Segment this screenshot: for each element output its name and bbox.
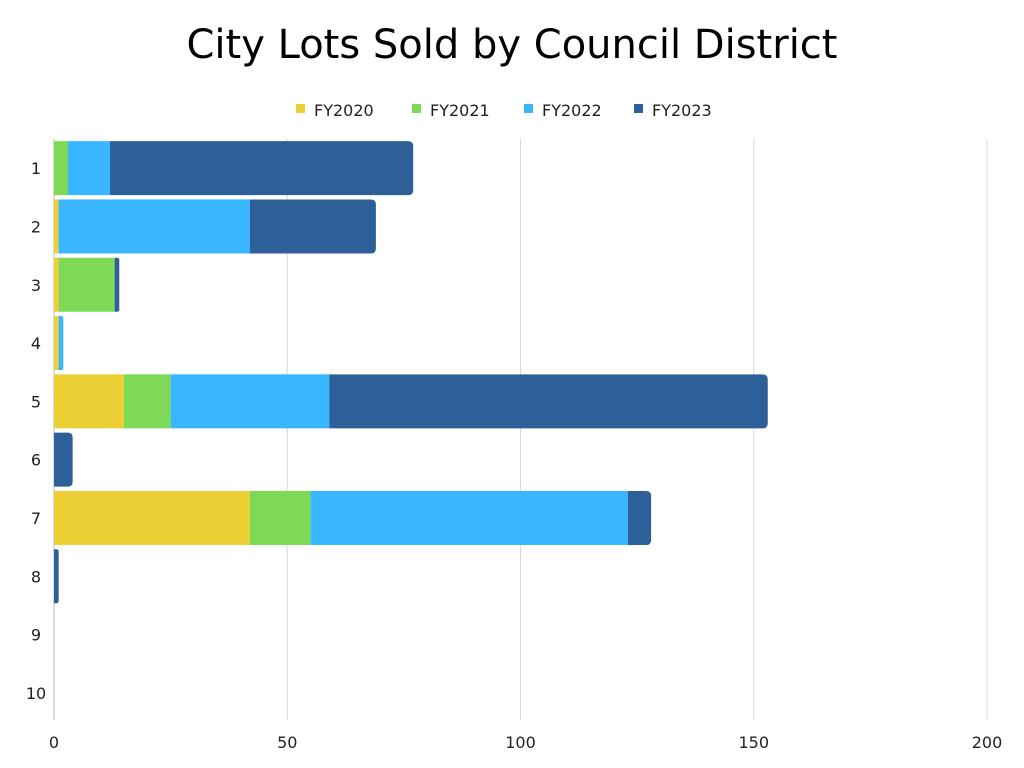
bar-segment-FY2020-district-3 [54, 257, 59, 312]
y-tick-label: 5 [31, 392, 41, 411]
bar-segment-FY2020-district-5 [54, 374, 124, 429]
x-tick-label: 200 [972, 733, 1003, 752]
legend-label-FY2021: FY2021 [430, 101, 490, 120]
y-tick-label: 10 [26, 684, 46, 703]
bar-segment-FY2023-district-8 [54, 549, 59, 604]
y-tick-label: 3 [31, 276, 41, 295]
bar-segment-FY2022-district-1 [67, 141, 110, 196]
bar-segment-FY2020-district-7 [54, 490, 250, 545]
legend-swatch-FY2020 [296, 104, 305, 113]
x-tick-label: 50 [277, 733, 297, 752]
legend-swatch-FY2023 [634, 104, 643, 113]
bar-segment-FY2023-district-1 [109, 141, 414, 196]
bar-segment-FY2021-district-1 [54, 141, 68, 196]
y-tick-label: 9 [31, 626, 41, 645]
bar-segment-FY2023-district-7 [627, 490, 652, 545]
bar-segment-FY2022-district-4 [58, 316, 64, 371]
x-tick-label: 150 [738, 733, 769, 752]
y-tick-label: 7 [31, 509, 41, 528]
y-tick-label: 2 [31, 217, 41, 236]
y-tick-label: 4 [31, 334, 41, 353]
bar-segment-FY2023-district-3 [114, 257, 120, 312]
legend-swatch-FY2022 [524, 104, 533, 113]
bar-segment-FY2023-district-6 [54, 432, 73, 487]
x-tick-label: 100 [505, 733, 536, 752]
chart-title: City Lots Sold by Council District [186, 22, 838, 68]
bar-segment-FY2021-district-5 [123, 374, 171, 429]
y-tick-label: 8 [31, 567, 41, 586]
bar-segment-FY2022-district-7 [310, 490, 628, 545]
bar-segment-FY2023-district-2 [249, 199, 376, 254]
bar-segment-FY2020-district-2 [54, 199, 59, 254]
bar-segment-FY2021-district-7 [249, 490, 311, 545]
bar-segment-FY2021-district-3 [58, 257, 115, 312]
legend-swatch-FY2021 [412, 104, 421, 113]
bar-segment-FY2022-district-2 [58, 199, 250, 254]
y-tick-label: 1 [31, 159, 41, 178]
legend-label-FY2023: FY2023 [652, 101, 712, 120]
y-tick-label: 6 [31, 451, 41, 470]
bar-segment-FY2020-district-4 [54, 316, 59, 371]
legend-label-FY2020: FY2020 [314, 101, 374, 120]
bar-segment-FY2022-district-5 [170, 374, 330, 429]
bar-segment-FY2023-district-5 [329, 374, 768, 429]
x-tick-label: 0 [49, 733, 59, 752]
legend-label-FY2022: FY2022 [542, 101, 602, 120]
